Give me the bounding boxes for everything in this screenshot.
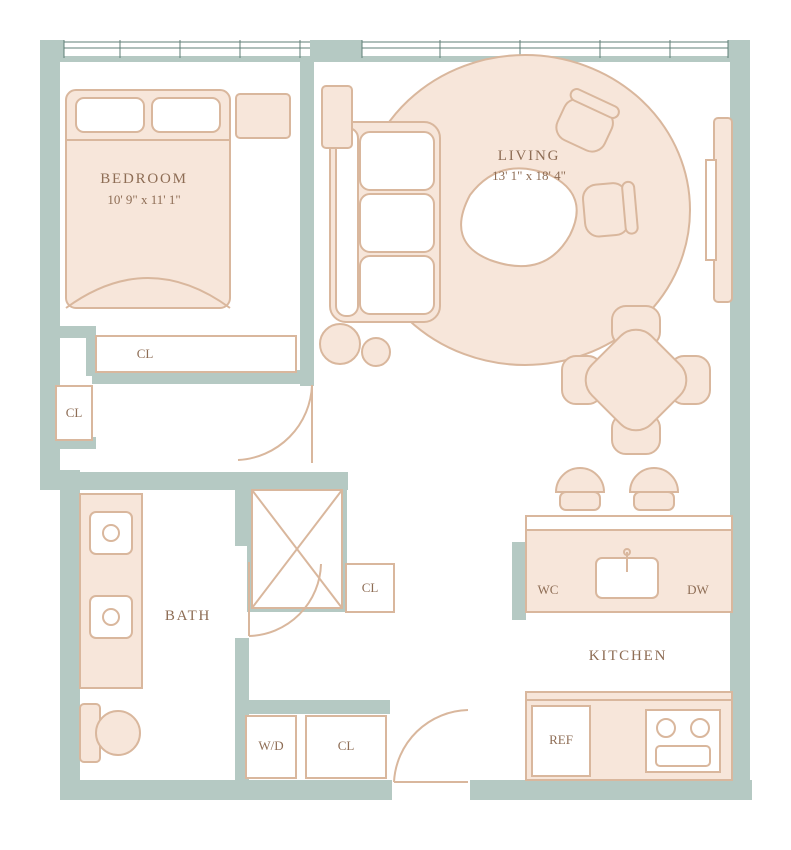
living-dim: 13' 1" x 18' 4" [492,168,566,184]
furniture-svg [0,0,791,850]
side-table [322,86,352,148]
cl-lower-label: CL [338,738,355,754]
cl-bed1-label: CL [137,346,154,362]
cl-center-label: CL [362,580,379,596]
living-title: LIVING [498,148,560,165]
stool-1 [556,468,604,510]
wc-label: WC [538,582,559,598]
door-bedroom [238,385,312,463]
side-chair-2 [582,181,638,237]
floorplan: BEDROOM 10' 9" x 11' 1" LIVING 13' 1" x … [0,0,791,850]
pouf-2 [362,338,390,366]
stool-2 [630,468,678,510]
pouf-1 [320,324,360,364]
range [646,710,720,772]
dw-label: DW [687,582,709,598]
toilet [80,704,140,762]
nightstand [236,94,290,138]
door-entry [394,710,468,782]
kitchen-title: KITCHEN [589,648,667,665]
bedroom-title: BEDROOM [100,171,188,188]
cl-bed2-label: CL [66,405,83,421]
bath-title: BATH [165,608,211,625]
wd-label: W/D [258,738,283,754]
shower [252,490,342,608]
closet-bed-1 [96,336,296,372]
island-edge [526,516,732,530]
sofa [330,122,440,322]
bedroom-dim: 10' 9" x 11' 1" [107,192,180,208]
ref-label: REF [549,732,573,748]
